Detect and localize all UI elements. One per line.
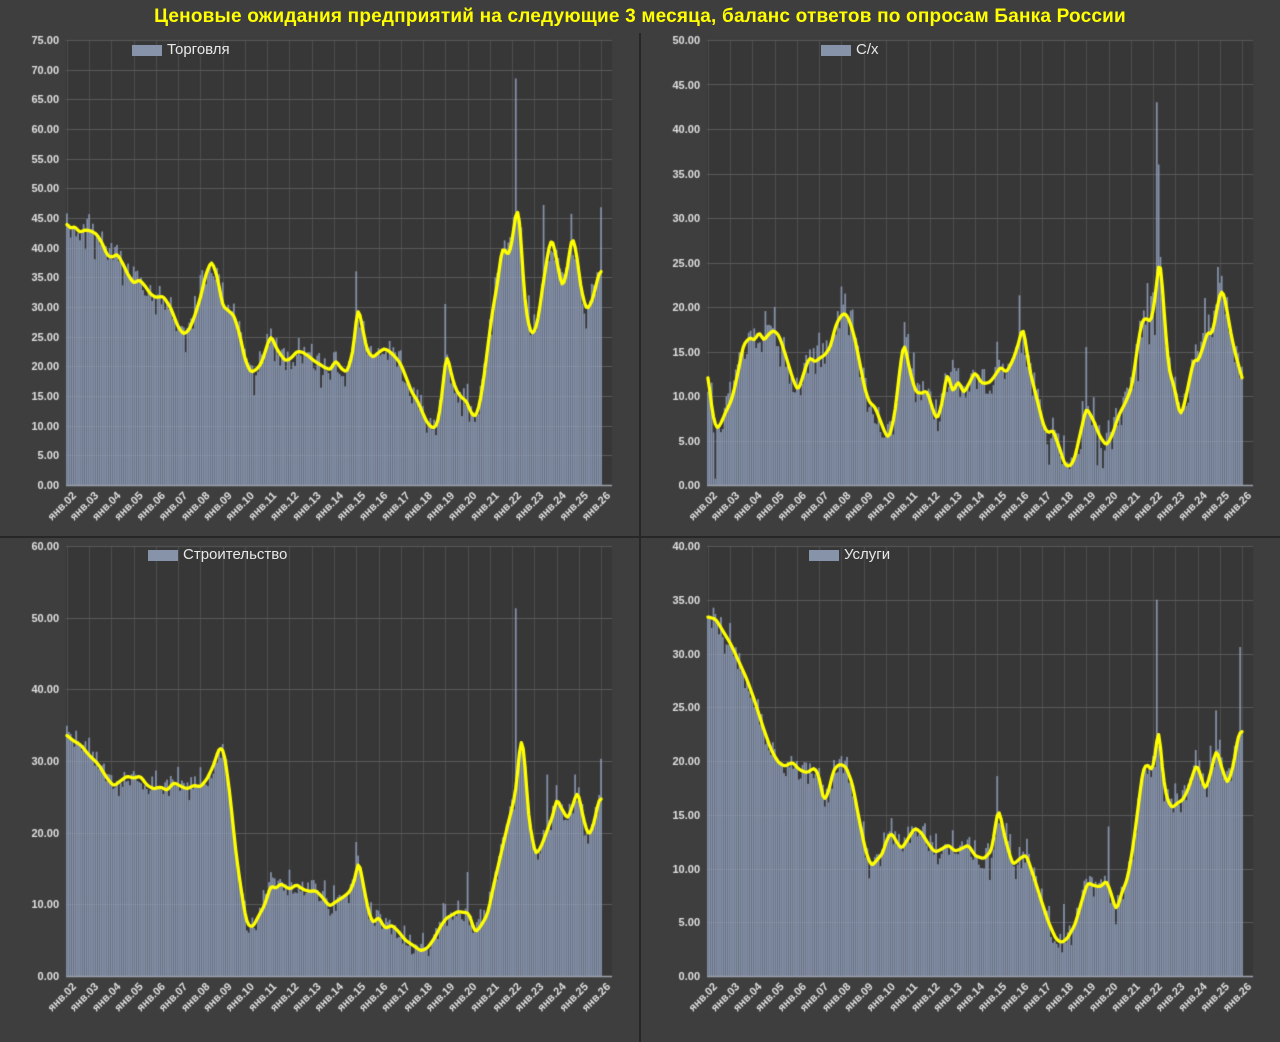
legend-label-construction: Строительство <box>183 546 288 563</box>
legend-label-trade: Торговля <box>167 41 230 58</box>
chart-panel-services: Услуги <box>641 538 1280 1042</box>
legend-swatch-construction <box>148 549 178 561</box>
chart-panel-construction: Строительство <box>0 538 639 1042</box>
legend-swatch-trade <box>132 44 162 56</box>
page-title: Ценовые ожидания предприятий на следующи… <box>0 0 1280 33</box>
construction-chart-canvas <box>0 538 639 1042</box>
legend-agriculture: С/х <box>821 41 879 59</box>
legend-label-agriculture: С/х <box>856 41 879 58</box>
services-chart-canvas <box>641 538 1280 1042</box>
legend-trade: Торговля <box>132 41 230 59</box>
legend-construction: Строительство <box>148 546 287 564</box>
legend-services: Услуги <box>809 546 890 564</box>
legend-swatch-agriculture <box>821 44 851 56</box>
chart-panel-agriculture: С/х <box>641 33 1280 536</box>
agriculture-chart-canvas <box>641 33 1280 536</box>
legend-label-services: Услуги <box>844 546 891 563</box>
trade-chart-canvas <box>0 33 639 536</box>
chart-panel-trade: Торговля <box>0 33 639 536</box>
legend-swatch-services <box>809 549 839 561</box>
charts-grid: Торговля С/х Строительство Услуги <box>0 33 1280 1042</box>
